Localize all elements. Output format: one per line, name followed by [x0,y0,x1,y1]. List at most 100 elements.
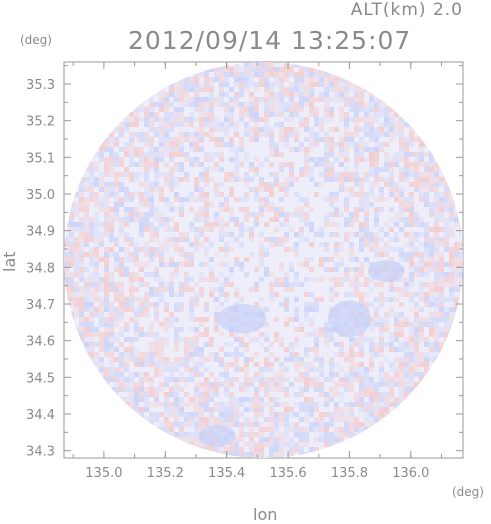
echo-cell [269,397,274,402]
echo-cell [269,62,274,67]
echo-cell [144,282,149,287]
echo-cell [279,452,284,457]
echo-cell [164,152,169,157]
echo-cell [299,377,304,382]
echo-cell [319,392,324,397]
echo-cell [174,197,179,202]
echo-cell [374,417,379,422]
echo-cell [139,372,144,377]
echo-cell [374,132,379,137]
echo-cell [354,167,359,172]
echo-cell [329,372,334,377]
echo-cell [339,107,344,112]
echo-cell [409,337,414,342]
echo-cell [274,107,279,112]
echo-cell [384,157,389,162]
echo-cell [109,302,114,307]
echo-cell [219,87,224,92]
echo-cell [269,87,274,92]
echo-cell [384,222,389,227]
echo-cell [239,262,244,267]
echo-cell [389,192,394,197]
echo-cell [409,137,414,142]
echo-cell [204,67,209,72]
echo-cell [309,267,314,272]
echo-cell [214,307,219,312]
echo-cell [284,72,289,77]
echo-cell [359,107,364,112]
echo-cell [304,292,309,297]
echo-cell [184,362,189,367]
echo-cell [134,357,139,362]
echo-cell [164,162,169,167]
echo-cell [69,217,74,222]
echo-cell [274,422,279,427]
echo-cell [449,277,454,282]
echo-cell [209,82,214,87]
echo-cell [334,412,339,417]
echo-cell [419,292,424,297]
echo-cell [309,137,314,142]
echo-cell [214,137,219,142]
echo-cell [109,272,114,277]
echo-cell [309,257,314,262]
echo-cell [224,262,229,267]
echo-cell [414,357,419,362]
echo-cell [269,207,274,212]
echo-cell [384,177,389,182]
echo-cell [99,152,104,157]
echo-cell [369,247,374,252]
echo-cell [244,452,249,457]
echo-cell [414,352,419,357]
echo-cell [279,362,284,367]
echo-cell [314,367,319,372]
echo-cell [349,282,354,287]
echo-cell [359,367,364,372]
echo-cell [194,382,199,387]
echo-cell [134,307,139,312]
echo-cell [344,142,349,147]
echo-cell [149,97,154,102]
echo-cell [189,137,194,142]
echo-cell [249,97,254,102]
echo-cell [349,402,354,407]
echo-cell [284,117,289,122]
echo-cell [409,152,414,157]
echo-cell [229,377,234,382]
echo-cell [389,157,394,162]
echo-cell [344,292,349,297]
echo-cell [249,237,254,242]
echo-cell [294,357,299,362]
echo-cell [79,177,84,182]
echo-cell [149,207,154,212]
echo-cell [404,222,409,227]
echo-cell [124,247,129,252]
echo-cell [99,317,104,322]
echo-cell [74,312,79,317]
echo-cell [79,307,84,312]
echo-cell [304,427,309,432]
echo-cell [259,422,264,427]
echo-cell [434,292,439,297]
echo-cell [249,102,254,107]
echo-cell [74,272,79,277]
echo-cell [194,247,199,252]
echo-cell [234,452,239,457]
echo-cell [434,262,439,267]
echo-cell [314,307,319,312]
echo-cell [119,312,124,317]
echo-cell [114,162,119,167]
echo-cell [339,437,344,442]
echo-cell [134,337,139,342]
echo-cell [129,297,134,302]
echo-cell [269,282,274,287]
echo-cell [429,302,434,307]
echo-cell [219,272,224,277]
echo-cell [294,77,299,82]
echo-cell [149,157,154,162]
echo-cell [314,192,319,197]
echo-cell [379,342,384,347]
echo-cell [244,182,249,187]
echo-cell [414,362,419,367]
echo-cell [444,222,449,227]
